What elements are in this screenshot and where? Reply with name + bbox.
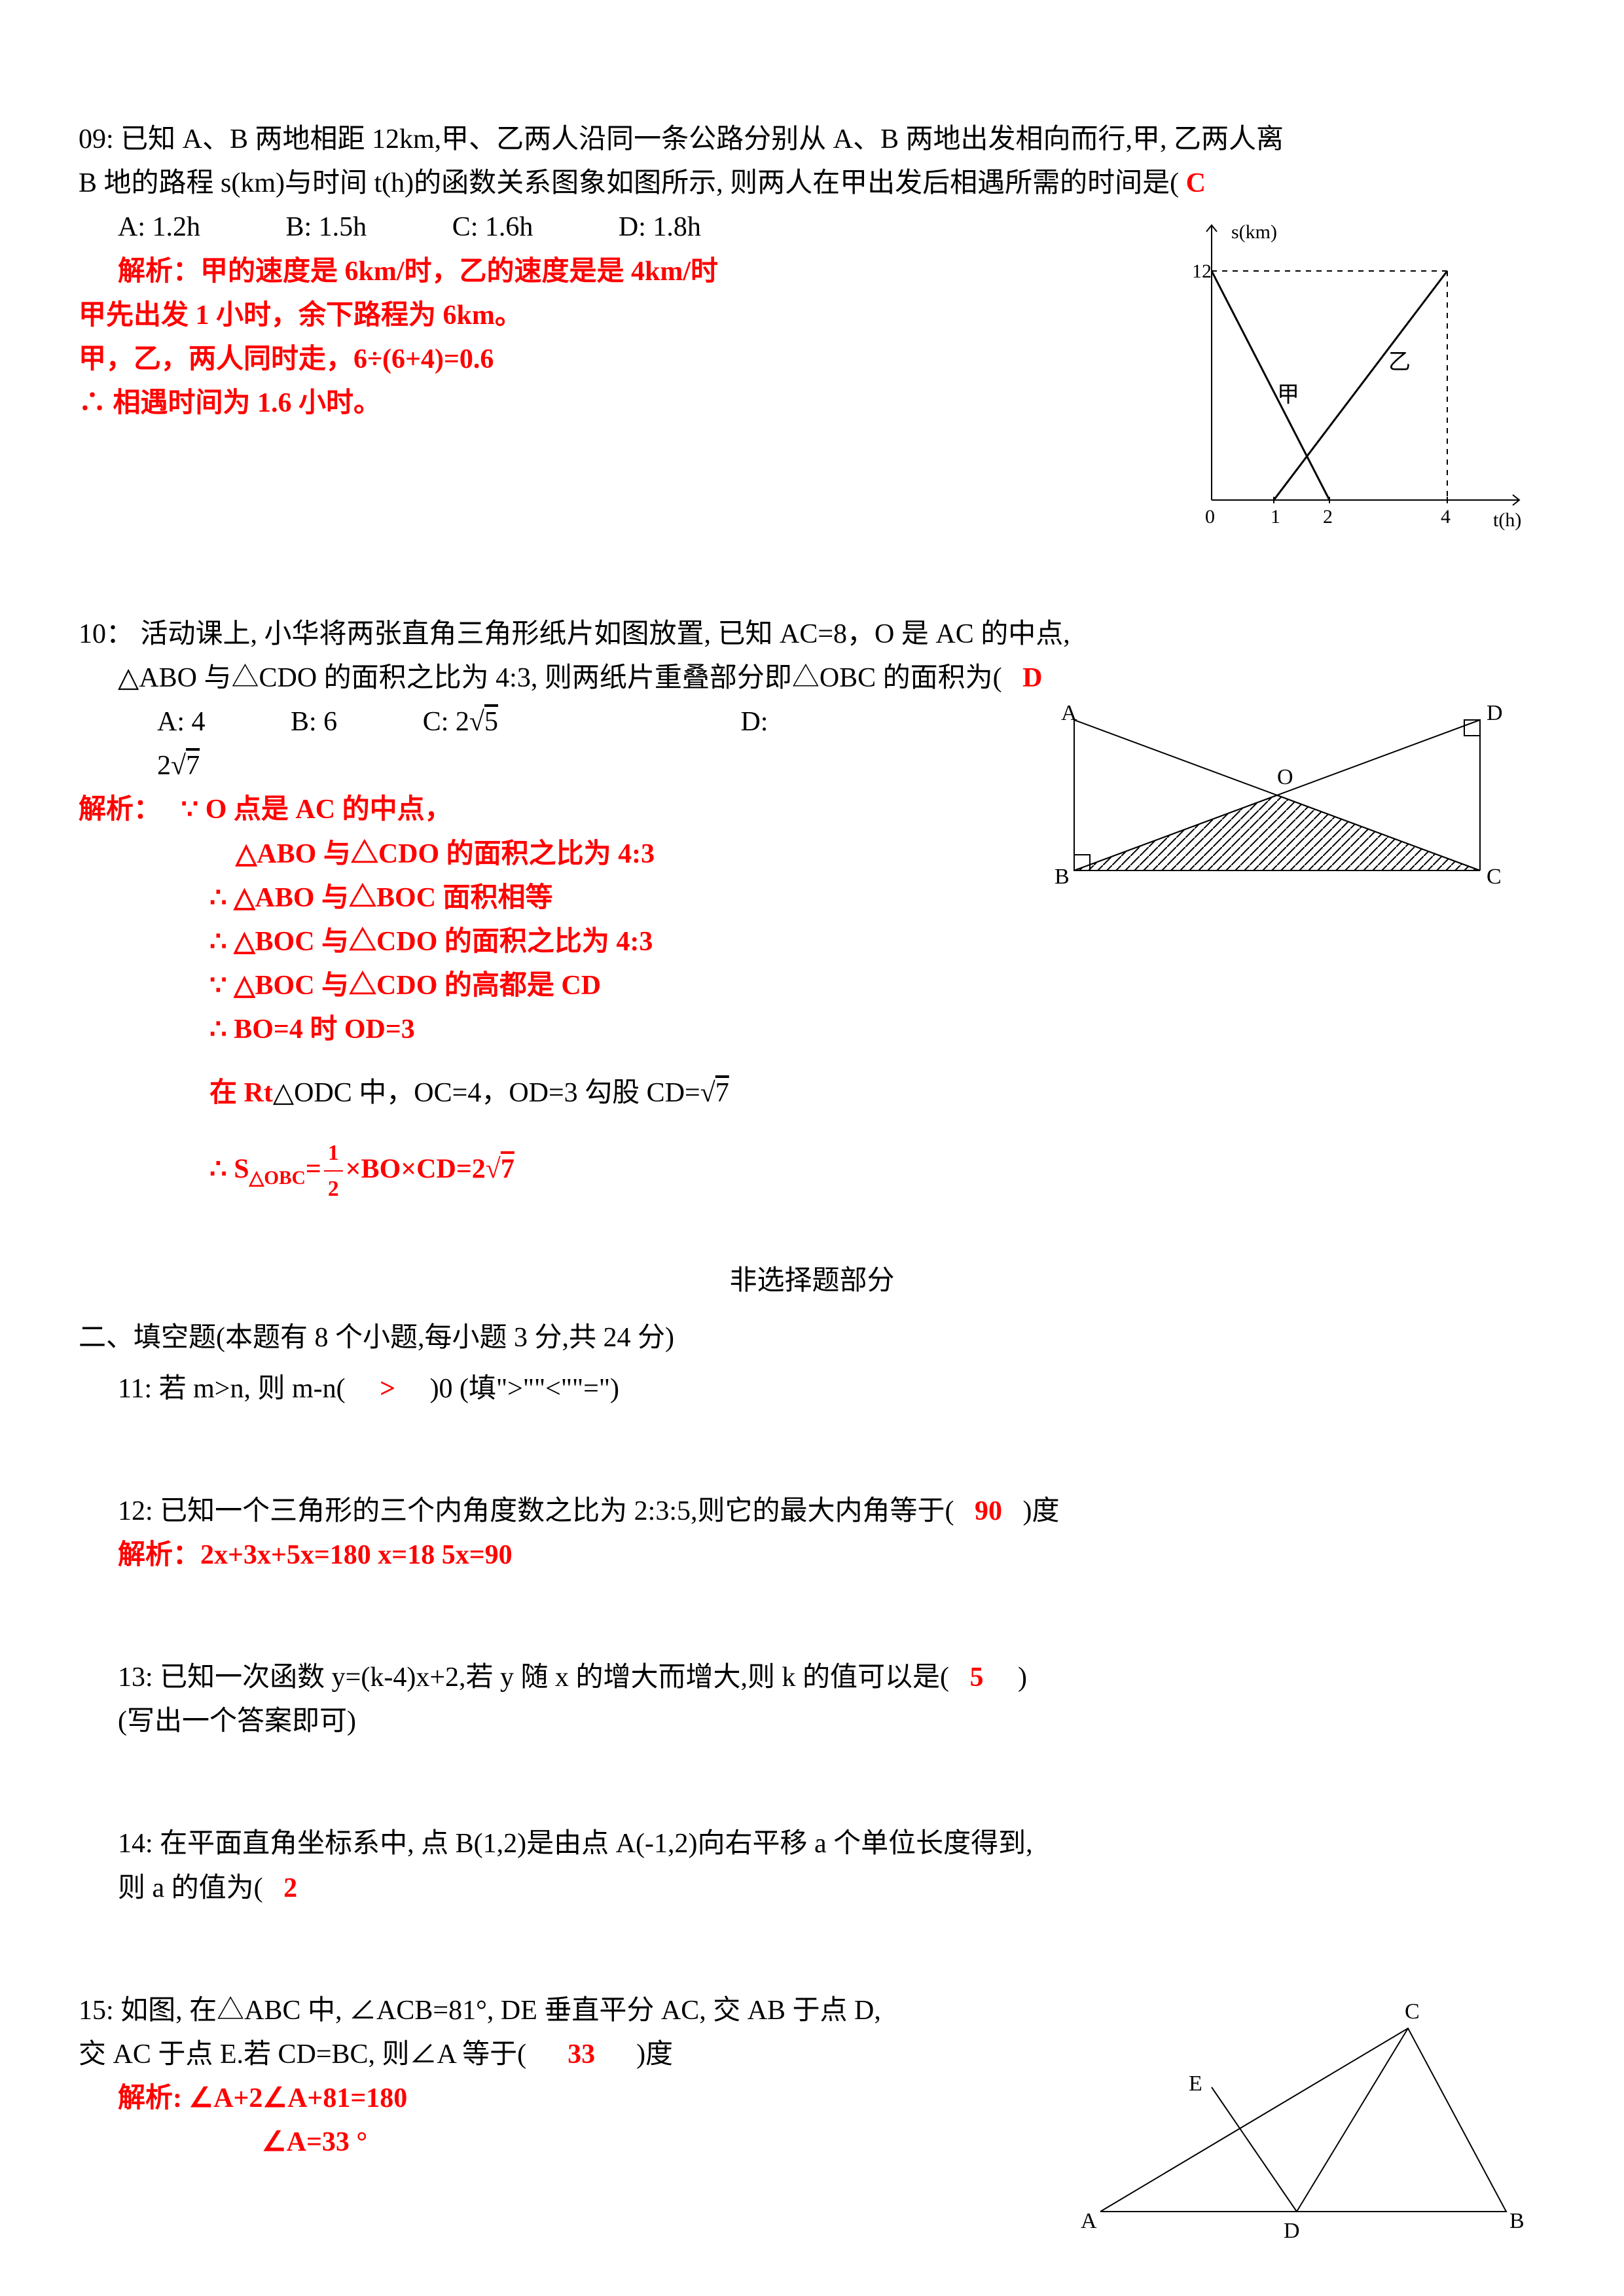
q09-text2: B 地的路程 s(km)与时间 t(h)的函数关系图象如图所示, 则两人在甲出发… [79,168,1179,198]
q14-answer: 2 [283,1873,297,1903]
q12-text1: 已知一个三角形的三个内角度数之比为 2:3:5,则它的最大内角等于( [160,1496,954,1526]
q15-num: 15: [79,1996,114,2026]
question-09: 09: 已知 A、B 两地相距 12km,甲、乙两人沿同一条公路分别从 A、B … [79,118,1545,560]
q11-text1: 若 m>n, 则 m-n( [159,1374,346,1404]
q09-line1: 09: 已知 A、B 两地相距 12km,甲、乙两人沿同一条公路分别从 A、B … [79,118,1545,162]
q15-label-C: C [1405,2000,1420,2024]
q10-line1: 10： 活动课上, 小华将两张直角三角形纸片如图放置, 已知 AC=8，O 是 … [79,613,1545,656]
question-15: A B C D E 15: 如图, 在△ABC 中, ∠ACB=81°, DE … [79,1989,1545,2265]
q15-text2: 交 AC 于点 E.若 CD=BC, 则∠A 等于( [79,2039,526,2070]
q15-label-A: A [1081,2209,1097,2233]
q09-x1: 1 [1271,506,1280,528]
q09-label-jia: 甲 [1277,383,1299,407]
section2-title: 非选择题部分 [79,1259,1545,1303]
q10-exp-label: 解析： [79,795,161,825]
q13-text3: (写出一个答案即可) [118,1700,1545,1744]
q10-choiceB: B: 6 [291,707,337,737]
q09-xlabel: t(h) [1493,509,1521,531]
q14-num: 14: [118,1829,153,1859]
q09-choiceD: D: 1.8h [619,212,701,242]
q10-text2: △ABO 与△CDO 的面积之比为 4:3, 则两纸片重叠部分即△OBC 的面积… [118,663,1002,693]
q09-y12: 12 [1192,260,1212,282]
q15-answer: 33 [568,2039,595,2070]
q10-exp4: ∴ △BOC 与△CDO 的面积之比为 4:3 [79,920,1545,964]
q09-diagram: 12 0 1 2 4 甲 乙 s(km) t(h) [1166,206,1545,560]
q14-line1: 14: 在平面直角坐标系中, 点 B(1,2)是由点 A(-1,2)向右平移 a… [118,1822,1545,1866]
q10-exp7: 在 Rt△ODC 中，OC=4，OD=3 勾股 CD=√7 [79,1071,1545,1115]
q10-label-D: D [1487,701,1503,725]
question-14: 14: 在平面直角坐标系中, 点 B(1,2)是由点 A(-1,2)向右平移 a… [79,1822,1545,1910]
q09-x0: 0 [1205,506,1215,528]
q15-label-E: E [1189,2072,1202,2096]
q12-num: 12: [118,1496,153,1526]
q13-text2: ) [1018,1662,1027,1693]
q12-answer: 90 [975,1496,1002,1526]
q09-line2: B 地的路程 s(km)与时间 t(h)的函数关系图象如图所示, 则两人在甲出发… [79,162,1545,206]
q10-label-C: C [1487,865,1502,889]
q14-line2: 则 a 的值为( 2 [118,1867,1545,1910]
question-13: 13: 已知一次函数 y=(k-4)x+2,若 y 随 x 的增大而增大,则 k… [79,1656,1545,1744]
q13-num: 13: [118,1662,153,1693]
q09-x2: 2 [1323,506,1333,528]
q15-exp-label: 解析: [118,2083,182,2113]
question-10: 10： 活动课上, 小华将两张直角三角形纸片如图放置, 已知 AC=8，O 是 … [79,613,1545,1208]
q12-line1: 12: 已知一个三角形的三个内角度数之比为 2:3:5,则它的最大内角等于( 9… [118,1490,1545,1534]
question-12: 12: 已知一个三角形的三个内角度数之比为 2:3:5,则它的最大内角等于( 9… [79,1490,1545,1577]
q10-label-B: B [1055,865,1070,889]
q13-answer: 5 [970,1662,984,1693]
q09-x4: 4 [1441,506,1451,528]
q10-num: 10： [79,619,134,649]
q09-ylabel: s(km) [1231,221,1277,243]
q12-text2: )度 [1023,1496,1060,1526]
q15-label-B: B [1509,2209,1525,2233]
q10-choiceA: A: 4 [157,707,206,737]
q10-exp5: ∵ △BOC 与△CDO 的高都是 CD [79,964,1545,1008]
q15-diagram: A B C D E [1074,1989,1545,2265]
q10-exp1: ∵ O 点是 AC 的中点， [168,795,452,825]
q10-line2: △ABO 与△CDO 的面积之比为 4:3, 则两纸片重叠部分即△OBC 的面积… [79,656,1545,700]
q10-answer: D [1022,663,1042,693]
q15-label-D: D [1284,2219,1300,2243]
q09-answer: C [1186,168,1206,198]
q13-line1: 13: 已知一次函数 y=(k-4)x+2,若 y 随 x 的增大而增大,则 k… [118,1656,1545,1700]
q10-label-A: A [1061,701,1077,725]
question-11: 11: 若 m>n, 则 m-n( > )0 (填">""<""=") [79,1367,1545,1411]
q09-choiceA: A: 1.2h [118,212,200,242]
q10-diagram: A B C D O [1048,700,1545,924]
q13-text1: 已知一次函数 y=(k-4)x+2,若 y 随 x 的增大而增大,则 k 的值可… [160,1662,949,1693]
q10-choiceC: C: 2√5 [423,707,655,737]
q12-exp: 解析：2x+3x+5x=180 x=18 5x=90 [118,1534,1545,1577]
q11-answer: > [380,1374,395,1404]
q09-choiceC: C: 1.6h [452,212,533,242]
q10-exp8: ∴ S△OBC=12×BO×CD=2√7 [79,1136,1545,1208]
q15-text1: 如图, 在△ABC 中, ∠ACB=81°, DE 垂直平分 AC, 交 AB … [120,1996,881,2026]
q09-choiceB: B: 1.5h [286,212,367,242]
q15-exp1: ∠A+2∠A+81=180 [189,2083,408,2113]
q10-text1: 活动课上, 小华将两张直角三角形纸片如图放置, 已知 AC=8，O 是 AC 的… [141,619,1070,649]
q14-text2: 则 a 的值为( [118,1873,263,1903]
section2-header: 二、填空题(本题有 8 个小题,每小题 3 分,共 24 分) [79,1316,1545,1360]
q14-text1: 在平面直角坐标系中, 点 B(1,2)是由点 A(-1,2)向右平移 a 个单位… [160,1829,1032,1859]
q09-num: 09: [79,124,114,154]
q10-exp6: ∴ BO=4 时 OD=3 [79,1008,1545,1052]
q11-text2: )0 (填">""<""=") [430,1374,619,1404]
q11-num: 11: [118,1374,152,1404]
q09-label-yi: 乙 [1388,350,1411,374]
q09-text1: 已知 A、B 两地相距 12km,甲、乙两人沿同一条公路分别从 A、B 两地出发… [120,124,1284,154]
q10-label-O: O [1277,765,1293,789]
q15-text3: )度 [636,2039,673,2070]
